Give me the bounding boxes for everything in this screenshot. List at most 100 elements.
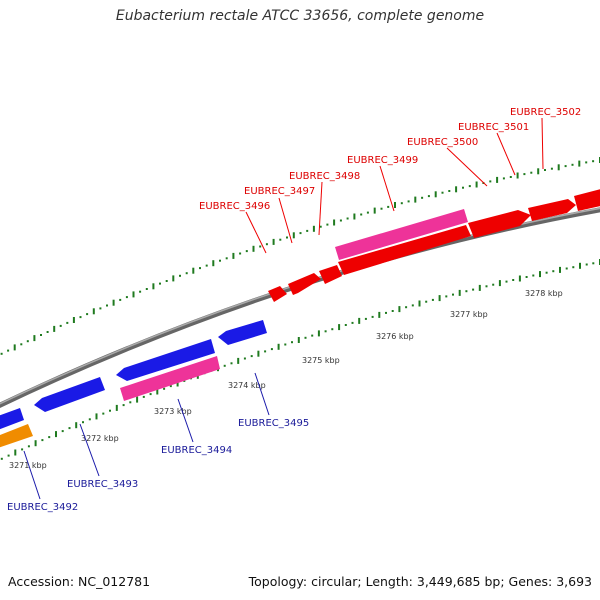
rna-eubrec-3492[interactable]	[0, 424, 33, 449]
major-tick	[112, 299, 115, 306]
minor-tick	[431, 298, 434, 301]
major-tick	[92, 308, 95, 315]
major-tick	[13, 344, 16, 351]
minor-tick	[59, 324, 62, 327]
rna-eubrec-3499[interactable]	[335, 209, 468, 260]
minor-tick	[259, 245, 262, 248]
minor-tick	[165, 280, 168, 282]
minor-tick	[86, 313, 89, 316]
gene-label-eubrec-3499[interactable]: EUBREC_3499	[347, 155, 418, 166]
minor-tick	[48, 436, 51, 439]
minor-tick	[7, 349, 10, 352]
gene-eubrec-3500[interactable]	[468, 210, 531, 238]
gene-label-eubrec-3492[interactable]: EUBREC_3492	[7, 502, 78, 513]
rna-eubrec-3494[interactable]	[120, 356, 220, 401]
gene-eubrec-3502[interactable]	[574, 188, 600, 211]
minor-tick	[565, 267, 568, 270]
minor-tick	[99, 307, 102, 310]
gene-eubrec-3496[interactable]	[268, 286, 287, 302]
gene-label-eubrec-3496[interactable]: EUBREC_3496	[199, 201, 270, 212]
minor-tick	[0, 457, 3, 460]
major-tick	[333, 219, 336, 226]
minor-tick	[250, 355, 253, 358]
minor-tick	[364, 317, 367, 320]
minor-tick	[46, 331, 49, 333]
major-tick	[398, 306, 401, 313]
minor-tick	[159, 282, 161, 285]
accession-text: Accession: NC_012781	[8, 574, 151, 589]
minor-tick	[270, 348, 273, 351]
minor-tick	[265, 243, 268, 246]
major-tick	[95, 413, 98, 420]
minor-tick	[326, 223, 329, 226]
minor-tick	[346, 217, 349, 220]
gene-label-eubrec-3497[interactable]: EUBREC_3497	[244, 186, 315, 197]
minor-tick	[139, 290, 142, 293]
minor-tick	[319, 225, 322, 228]
outer-tick-row	[0, 157, 600, 355]
minor-tick	[102, 412, 105, 415]
forward-label-leaders	[245, 117, 544, 254]
reverse-gene-labels: EUBREC_3492 EUBREC_3493 EUBREC_3494 EUBR…	[7, 418, 309, 513]
minor-tick	[40, 334, 42, 336]
major-tick	[353, 213, 356, 220]
gene-label-eubrec-3500[interactable]: EUBREC_3500	[407, 137, 478, 148]
gene-eubrec-3497[interactable]	[288, 273, 321, 295]
minor-tick	[502, 177, 505, 180]
minor-tick	[324, 330, 327, 333]
major-tick	[132, 291, 135, 298]
minor-tick	[552, 270, 555, 273]
minor-tick	[7, 454, 10, 457]
minor-tick	[125, 296, 128, 299]
major-tick	[192, 267, 195, 274]
gene-label-eubrec-3501[interactable]: EUBREC_3501	[458, 122, 529, 133]
scale-label: 3275 kbp	[302, 356, 340, 365]
minor-tick	[205, 264, 208, 267]
scale-labels: 3271 kbp 3272 kbp 3273 kbp 3274 kbp 3275…	[9, 289, 563, 470]
minor-tick	[291, 341, 293, 344]
major-tick	[394, 202, 396, 208]
minor-tick	[179, 274, 181, 277]
major-tick	[475, 181, 478, 188]
minor-tick	[405, 306, 408, 309]
major-tick	[33, 335, 36, 342]
gene-eubrec-3494[interactable]	[116, 339, 215, 381]
major-tick	[414, 196, 417, 203]
gene-label-eubrec-3494[interactable]: EUBREC_3494	[161, 445, 232, 456]
gene-eubrec-3495[interactable]	[218, 320, 267, 345]
major-tick	[338, 324, 341, 331]
major-tick	[358, 317, 361, 324]
minor-tick	[185, 272, 188, 275]
major-tick	[252, 245, 255, 252]
minor-tick	[106, 304, 108, 307]
minor-tick	[592, 160, 595, 163]
minor-tick	[239, 252, 242, 255]
major-tick	[115, 404, 118, 411]
minor-tick	[21, 448, 24, 451]
major-tick	[75, 422, 78, 429]
gene-eubrec-3492[interactable]	[0, 408, 24, 431]
gene-eubrec-3493[interactable]	[34, 377, 105, 412]
scale-label: 3272 kbp	[81, 434, 119, 443]
minor-tick	[66, 321, 69, 324]
minor-tick	[119, 298, 122, 301]
minor-tick	[452, 293, 454, 296]
gene-eubrec-3498[interactable]	[319, 265, 342, 284]
major-tick	[55, 431, 57, 438]
major-tick	[136, 396, 139, 403]
gene-label-eubrec-3498[interactable]: EUBREC_3498	[289, 171, 360, 182]
minor-tick	[109, 409, 111, 412]
gene-eubrec-3501[interactable]	[528, 199, 576, 221]
minor-tick	[462, 186, 464, 189]
minor-tick	[304, 336, 307, 339]
gene-label-eubrec-3502[interactable]: EUBREC_3502	[510, 107, 581, 118]
major-tick	[237, 357, 240, 364]
gene-label-eubrec-3495[interactable]: EUBREC_3495	[238, 418, 309, 429]
major-tick	[434, 191, 437, 198]
gene-label-eubrec-3493[interactable]: EUBREC_3493	[67, 479, 138, 490]
minor-tick	[550, 167, 553, 170]
minor-tick	[279, 238, 282, 241]
gene-eubrec-3499[interactable]	[338, 225, 471, 275]
minor-tick	[223, 364, 226, 367]
minor-tick	[225, 257, 228, 260]
